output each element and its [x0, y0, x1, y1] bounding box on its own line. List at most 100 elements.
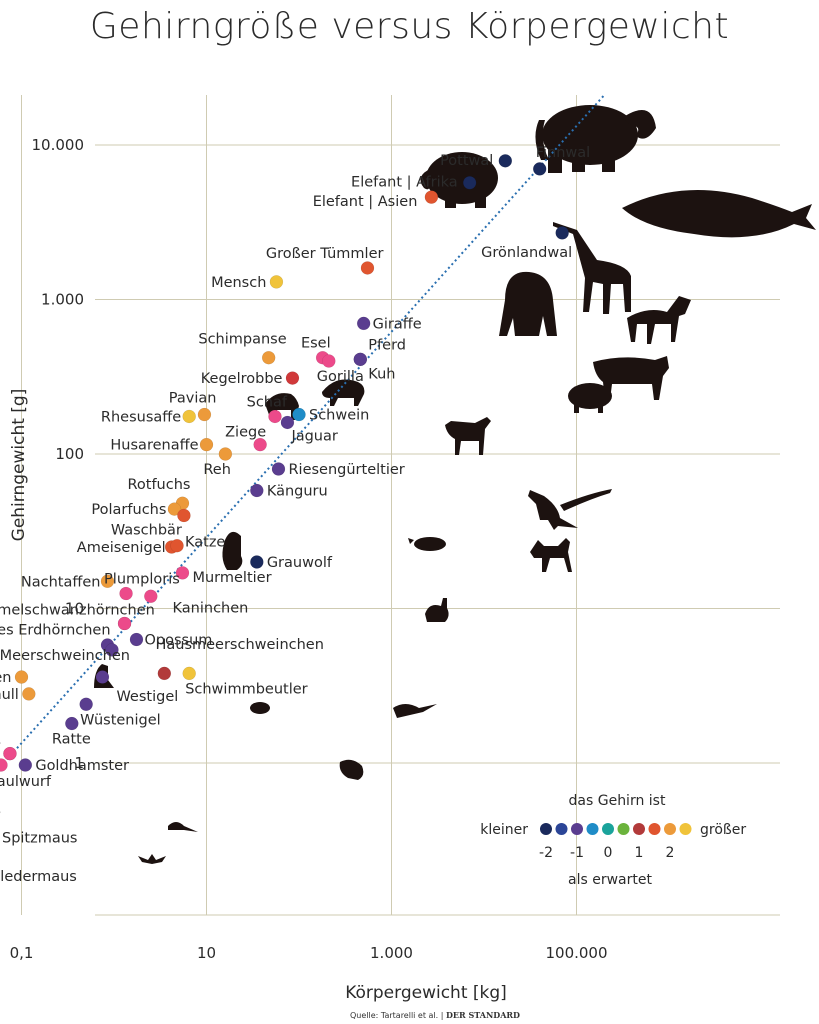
whale-icon [622, 190, 816, 238]
data-point [18, 758, 33, 772]
rat-icon [393, 704, 437, 718]
y-tick-label: 100 [55, 445, 84, 463]
data-point [22, 687, 36, 701]
legend-tick: 0 [604, 845, 613, 861]
data-label: Pottwal [440, 153, 493, 169]
data-label: Spitzmaus [2, 830, 78, 846]
data-point [0, 758, 8, 772]
data-label: Großer Tümmler [266, 246, 384, 262]
legend-swatch [571, 823, 583, 835]
legend: das Gehirn ist kleiner größer -2 -1 0 1 2 als er… [480, 793, 746, 888]
data-point [353, 352, 368, 367]
source-text: Quelle: Tartarelli et al. [350, 1011, 439, 1020]
data-point [170, 538, 184, 553]
data-point [269, 275, 284, 289]
animal-silhouettes [94, 105, 816, 864]
data-label: Sternnasenmaulwurf [0, 774, 52, 790]
data-point [250, 555, 264, 569]
raccoon-icon [408, 537, 446, 551]
data-point [498, 154, 513, 168]
data-point [182, 409, 196, 424]
data-label: Riesengürteltier [288, 462, 404, 478]
data-point [182, 666, 196, 681]
data-point [157, 666, 172, 681]
data-label: Meerschweinchen [0, 648, 130, 664]
data-label: Nachtaffen [21, 574, 101, 590]
legend-swatch [555, 823, 568, 835]
data-label: Esel [301, 336, 331, 352]
source-note: Quelle: Tartarelli et al. | DER STANDARD [350, 1010, 520, 1020]
hamster-icon [339, 759, 364, 780]
legend-swatch [586, 823, 599, 835]
data-label: Katze [185, 535, 225, 551]
data-label: Kaninchen [173, 600, 249, 616]
data-label: Grauwolf [267, 555, 333, 571]
y-tick-label: 1.000 [41, 291, 84, 309]
data-label: Kegelrobbe [201, 371, 283, 387]
legend-tick: -1 [570, 845, 584, 861]
data-label: Nacktmull [0, 687, 19, 703]
legend-tick: 1 [635, 845, 644, 861]
data-label: Kleine Braune Fledermaus [0, 869, 77, 885]
data-label: Reh [203, 462, 231, 478]
legend-swatch [664, 823, 676, 835]
elephant-africa-icon [535, 105, 656, 173]
trend-line [0, 94, 606, 769]
data-point [360, 261, 375, 275]
data-point [199, 437, 214, 452]
data-point [322, 354, 336, 368]
legend-swatch [617, 823, 630, 835]
data-point [280, 415, 295, 430]
data-point [462, 175, 477, 190]
data-point [100, 574, 115, 589]
data-label: Schwimmbeutler [185, 681, 307, 697]
y-tick-label: 1 [74, 754, 84, 772]
legend-top: das Gehirn ist [569, 793, 666, 809]
data-label: Arktisches Erdhörnchen [0, 622, 111, 638]
data-label: Jaguar [290, 428, 337, 444]
data-label: Hausmeerschweinchen [155, 637, 323, 653]
data-label: Schwein [309, 408, 369, 424]
axes: 0,1 10 1.000 100.000 1 10 100 1.000 10.000 Körper… [9, 136, 608, 1003]
legend-swatch [633, 823, 645, 835]
data-point [175, 566, 190, 580]
data-label: Plumploris [104, 572, 180, 588]
giraffe-icon [553, 222, 631, 314]
data-point [532, 162, 547, 176]
data-point [424, 190, 439, 204]
data-label: Gorilla [317, 369, 364, 385]
monkey-icon [322, 379, 365, 406]
data-label: Giraffe [373, 316, 422, 332]
legend-swatch [540, 823, 552, 835]
data-point [65, 716, 79, 731]
data-label: Erdhörnchen [0, 670, 12, 686]
data-label: Mensch [211, 275, 266, 291]
data-label: Husarenaffe [110, 438, 198, 454]
data-label: Maus [0, 802, 1, 818]
legend-right: größer [700, 822, 746, 838]
data-point [177, 508, 191, 523]
x-tick-label: 100.000 [545, 944, 607, 962]
chart-title: Gehirngröße versus Körpergewicht [89, 6, 730, 47]
data-point [356, 316, 371, 331]
data-label: Rotfuchs [127, 477, 190, 493]
data-label: Westigel [116, 689, 178, 705]
data-point [117, 616, 132, 631]
bat-icon [138, 854, 166, 864]
data-label: Goldhamster [35, 758, 129, 774]
data-label: Opossum [144, 633, 212, 649]
data-point [119, 586, 133, 601]
data-label: Grönlandwal [481, 245, 572, 261]
x-axis-title: Körpergewicht [kg] [345, 983, 507, 1003]
source-brand: DER STANDARD [445, 1010, 520, 1020]
lemur-icon [222, 531, 243, 570]
cow-icon [593, 356, 669, 400]
x-tick-label: 1.000 [370, 944, 413, 962]
data-label: Elefant | Afrika [351, 175, 458, 191]
data-point [250, 483, 264, 498]
data-point [268, 409, 282, 424]
legend-bottom: als erwartet [568, 872, 652, 888]
data-point [79, 697, 93, 712]
data-point [292, 407, 306, 422]
